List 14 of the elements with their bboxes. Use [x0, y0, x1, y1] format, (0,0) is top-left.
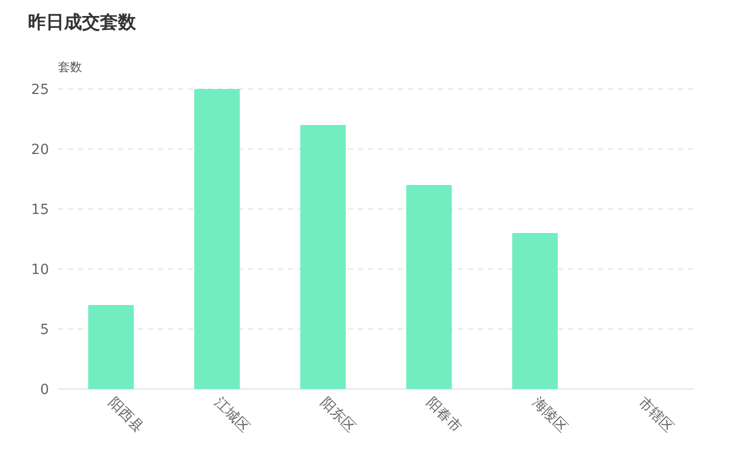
x-tick-label: 市辖区 — [635, 394, 676, 436]
chart-title: 昨日成交套数 — [28, 12, 137, 33]
x-tick-label: 海陵区 — [529, 394, 570, 436]
x-tick-label: 阳春市 — [423, 394, 464, 436]
y-tick-label: 10 — [31, 262, 49, 278]
x-tick-label: 阳东区 — [317, 394, 358, 436]
y-axis-title: 套数 — [58, 60, 82, 74]
y-tick-label: 15 — [31, 202, 49, 218]
x-tick-label: 阳西县 — [105, 394, 146, 436]
y-tick-label: 0 — [40, 382, 49, 398]
y-tick-label: 5 — [40, 322, 49, 338]
y-tick-label: 20 — [31, 142, 49, 158]
x-tick-label: 江城区 — [211, 394, 252, 436]
y-tick-label: 25 — [31, 82, 49, 98]
